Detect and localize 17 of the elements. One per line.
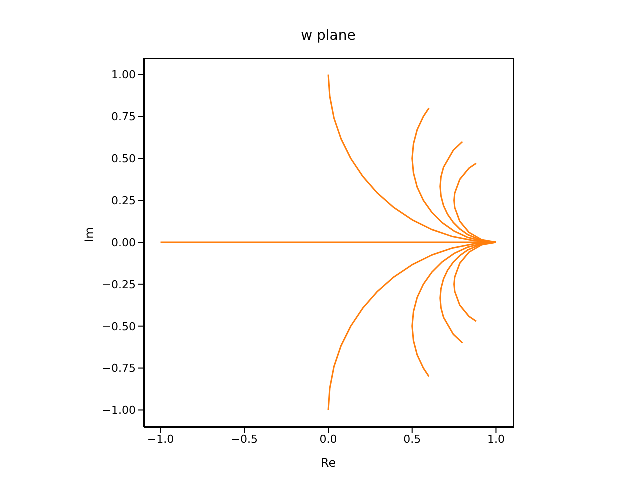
chart-title: w plane [301, 28, 356, 44]
x-tick-label: −0.5 [231, 432, 258, 446]
y-tick-label: 1.00 [112, 68, 136, 82]
x-tick-label: −1.0 [147, 432, 174, 446]
y-tick-label: 0.50 [112, 152, 136, 166]
x-tick-label: 0.0 [320, 432, 338, 446]
y-tick-label: −0.75 [102, 362, 136, 376]
y-tick-label: −1.00 [102, 404, 136, 418]
x-tick-label: 0.5 [404, 432, 422, 446]
y-tick-label: 0.25 [112, 194, 136, 208]
y-tick-label: −0.25 [102, 278, 136, 292]
y-tick-label: 0.75 [112, 110, 136, 124]
x-tick-label: 1.0 [487, 432, 505, 446]
x-axis-title: Re [320, 456, 336, 470]
y-tick-label: 0.00 [112, 236, 136, 250]
y-tick-label: −0.50 [102, 320, 136, 334]
y-axis-title: Im [82, 227, 96, 242]
